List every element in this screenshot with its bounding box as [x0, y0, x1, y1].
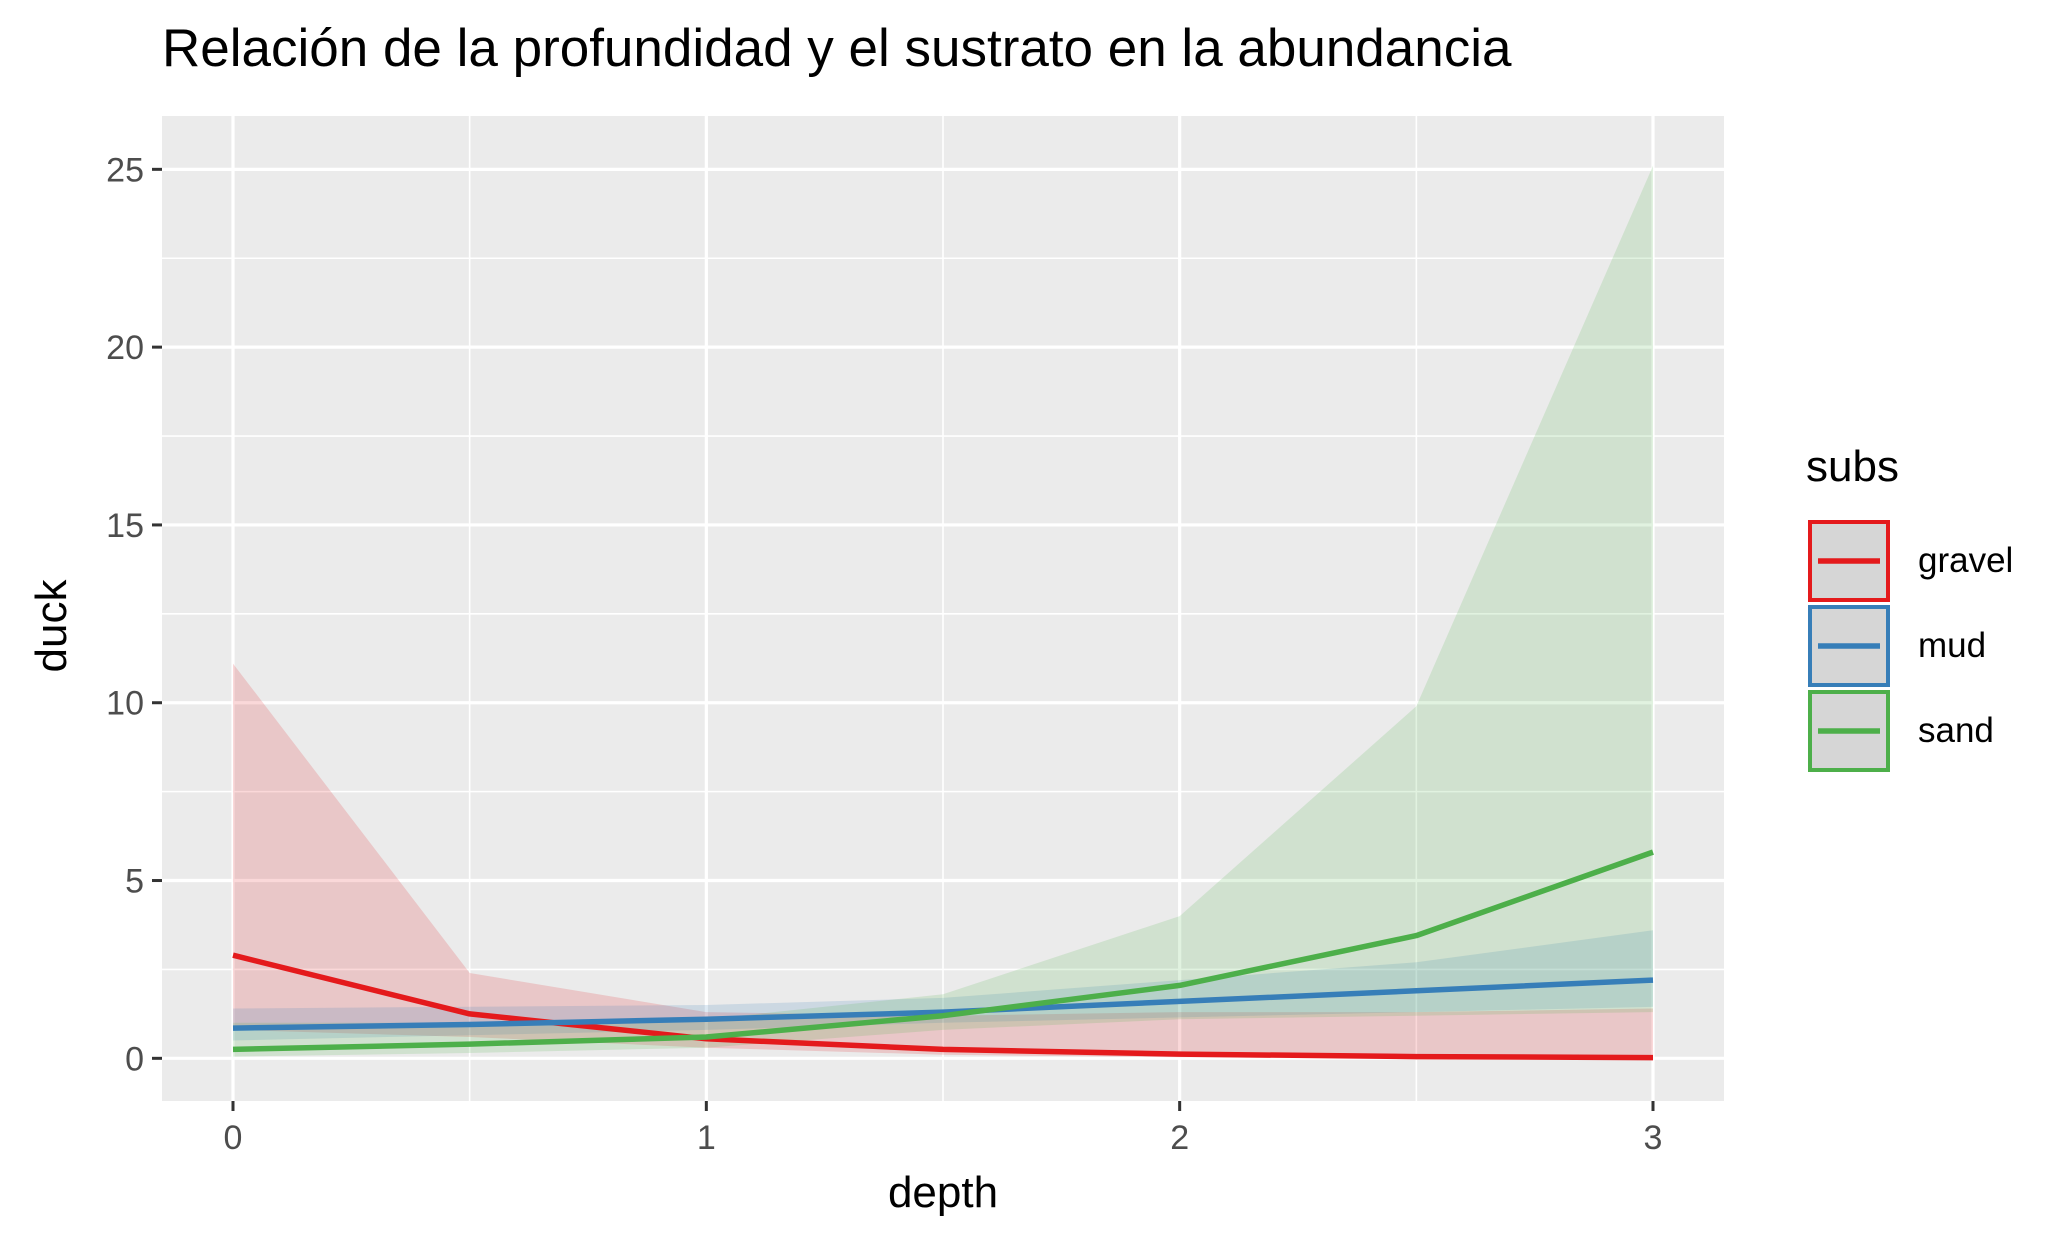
line-gravel — [232, 952, 1654, 1061]
y-tick-label: 10 — [106, 685, 144, 723]
legend-label-mud: mud — [1918, 626, 1987, 665]
x-tick-label: 0 — [224, 1119, 243, 1157]
confidence-ribbons — [233, 165, 1653, 1059]
ribbon-gravel — [233, 663, 1653, 1059]
x-tick-label: 2 — [1170, 1119, 1189, 1157]
x-tick-label: 3 — [1644, 1119, 1663, 1157]
ribbon-sand — [233, 165, 1653, 1057]
axis-ticks: 0 5 10 15 20 25 0 1 2 3 — [106, 151, 1662, 1157]
line-mud — [232, 977, 1654, 1031]
y-tick-label: 25 — [106, 151, 144, 189]
x-tick-label: 1 — [697, 1119, 716, 1157]
legend-keys — [1808, 520, 1890, 772]
y-tick-label: 0 — [125, 1040, 144, 1078]
x-axis-label: depth — [887, 1168, 999, 1217]
legend-label-gravel: gravel — [1918, 541, 2014, 580]
legend-label-sand: sand — [1918, 711, 1994, 750]
y-axis-label: duck — [27, 579, 76, 673]
y-tick-label: 15 — [106, 507, 144, 545]
chart-title: Relación de la profundidad y el sustrato… — [162, 19, 1512, 78]
series-lines — [232, 849, 1654, 1061]
ribbon-mud — [233, 930, 1653, 1041]
y-tick-label: 20 — [106, 329, 144, 367]
line-sand — [232, 849, 1654, 1053]
y-tick-label: 5 — [125, 863, 144, 901]
legend-title: subs — [1806, 442, 1899, 491]
major-gridlines — [162, 116, 1724, 1101]
minor-gridlines — [162, 116, 1724, 1101]
